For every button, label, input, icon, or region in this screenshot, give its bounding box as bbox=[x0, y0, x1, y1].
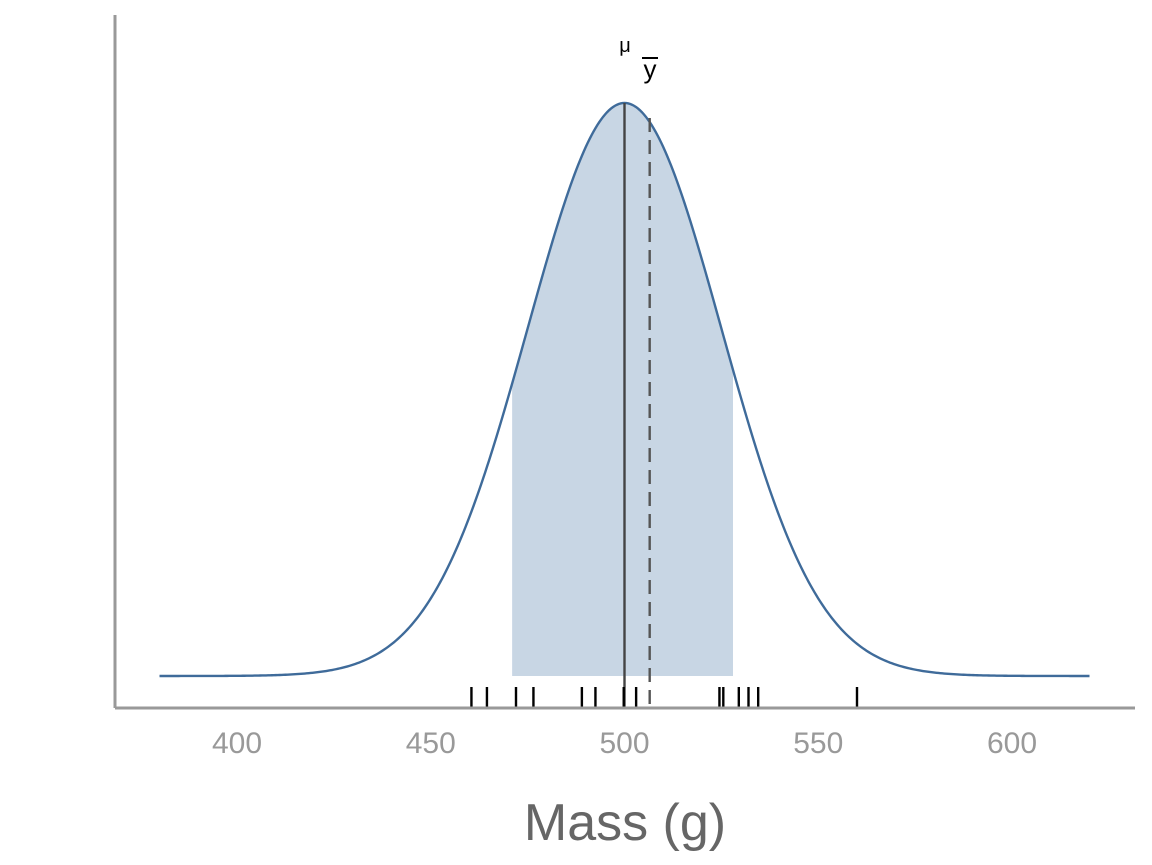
mu-label: μ bbox=[619, 35, 631, 57]
ybar-label: y bbox=[644, 54, 657, 84]
x-tick-labels: 400 450 500 550 600 bbox=[212, 727, 1037, 760]
x-tick-label: 550 bbox=[793, 727, 843, 760]
shaded-interval-area bbox=[512, 103, 733, 676]
x-tick-label: 450 bbox=[406, 727, 456, 760]
x-tick-label: 500 bbox=[599, 727, 649, 760]
rug-marks bbox=[470, 687, 859, 707]
x-tick-label: 400 bbox=[212, 727, 262, 760]
x-tick-label: 600 bbox=[987, 727, 1037, 760]
x-axis-title: Mass (g) bbox=[524, 794, 726, 852]
